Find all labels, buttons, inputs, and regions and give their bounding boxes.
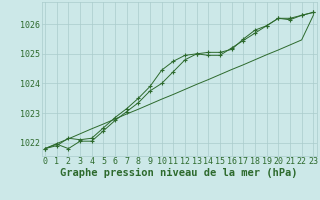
X-axis label: Graphe pression niveau de la mer (hPa): Graphe pression niveau de la mer (hPa) [60, 168, 298, 178]
